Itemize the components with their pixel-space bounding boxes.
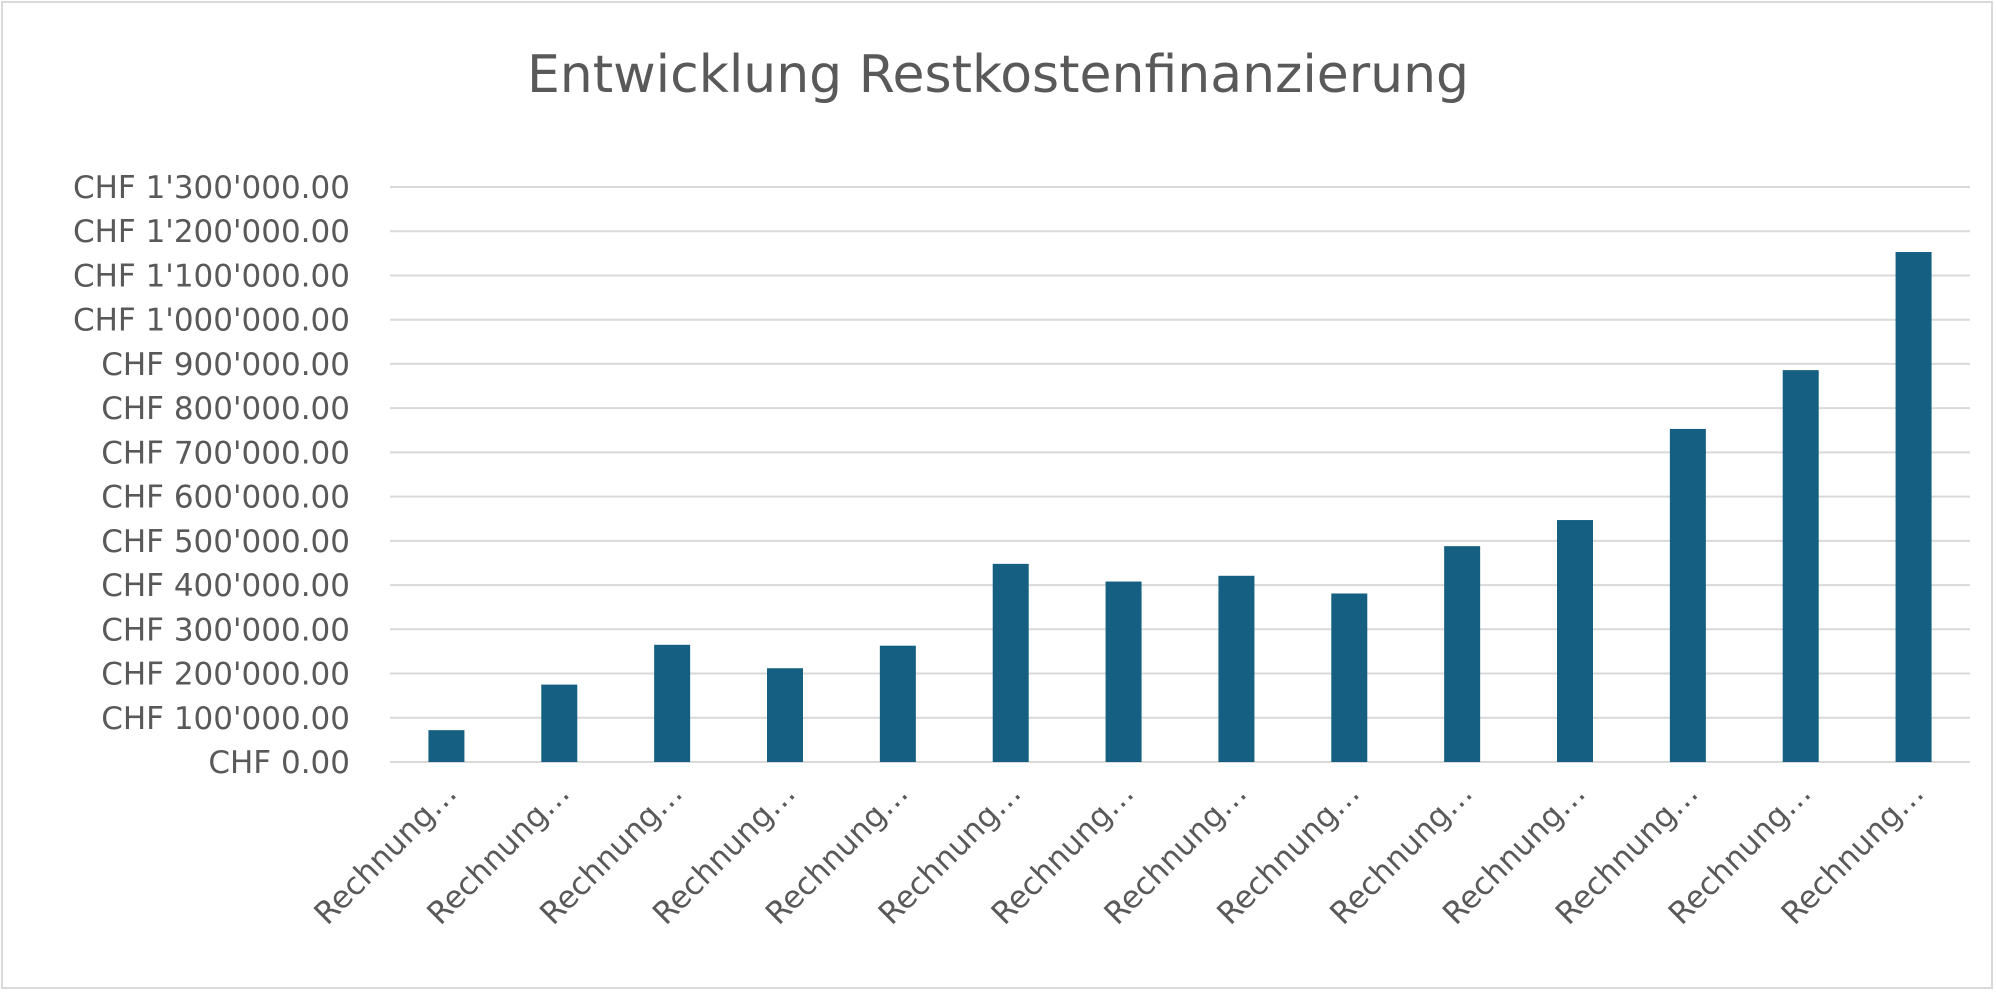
y-tick-label: CHF 1'200'000.00 [73,214,350,250]
y-tick-label: CHF 600'000.00 [101,480,350,516]
y-tick-label: CHF 0.00 [208,745,350,781]
y-tick-label: CHF 700'000.00 [101,435,350,471]
bar [1331,593,1368,762]
bar [1444,546,1481,762]
y-tick-label: CHF 300'000.00 [101,612,350,648]
bar [541,684,578,762]
bar [1557,520,1593,762]
bar [1782,370,1819,762]
y-tick-label: CHF 400'000.00 [101,568,350,604]
bar [654,644,691,762]
bar [428,730,465,762]
gridlines [390,186,1970,763]
y-tick-label: CHF 1'100'000.00 [73,258,350,294]
bar [992,563,1029,762]
bar [1669,428,1706,762]
bar [1218,575,1255,762]
y-tick-label: CHF 800'000.00 [101,391,350,427]
bar [879,645,916,762]
bars [428,252,1932,762]
y-tick-label: CHF 200'000.00 [101,657,350,693]
y-tick-label: CHF 1'000'000.00 [73,303,350,339]
y-tick-label: CHF 1'300'000.00 [73,170,350,206]
y-tick-label: CHF 500'000.00 [101,524,350,560]
chart-title: Entwicklung Restkostenfinanzierung [527,45,1469,105]
bar [767,668,803,762]
y-tick-label: CHF 900'000.00 [101,347,350,383]
bar [1105,581,1142,762]
y-axis-tick-labels: CHF 0.00 CHF 100'000.00 CHF 200'000.00 CHF … [73,170,350,781]
bar [1895,252,1932,762]
x-axis-tick-labels: Rechnung…Rechnung…Rechnung…Rechnung…Rech… [307,775,1931,932]
y-tick-label: CHF 100'000.00 [101,701,350,737]
